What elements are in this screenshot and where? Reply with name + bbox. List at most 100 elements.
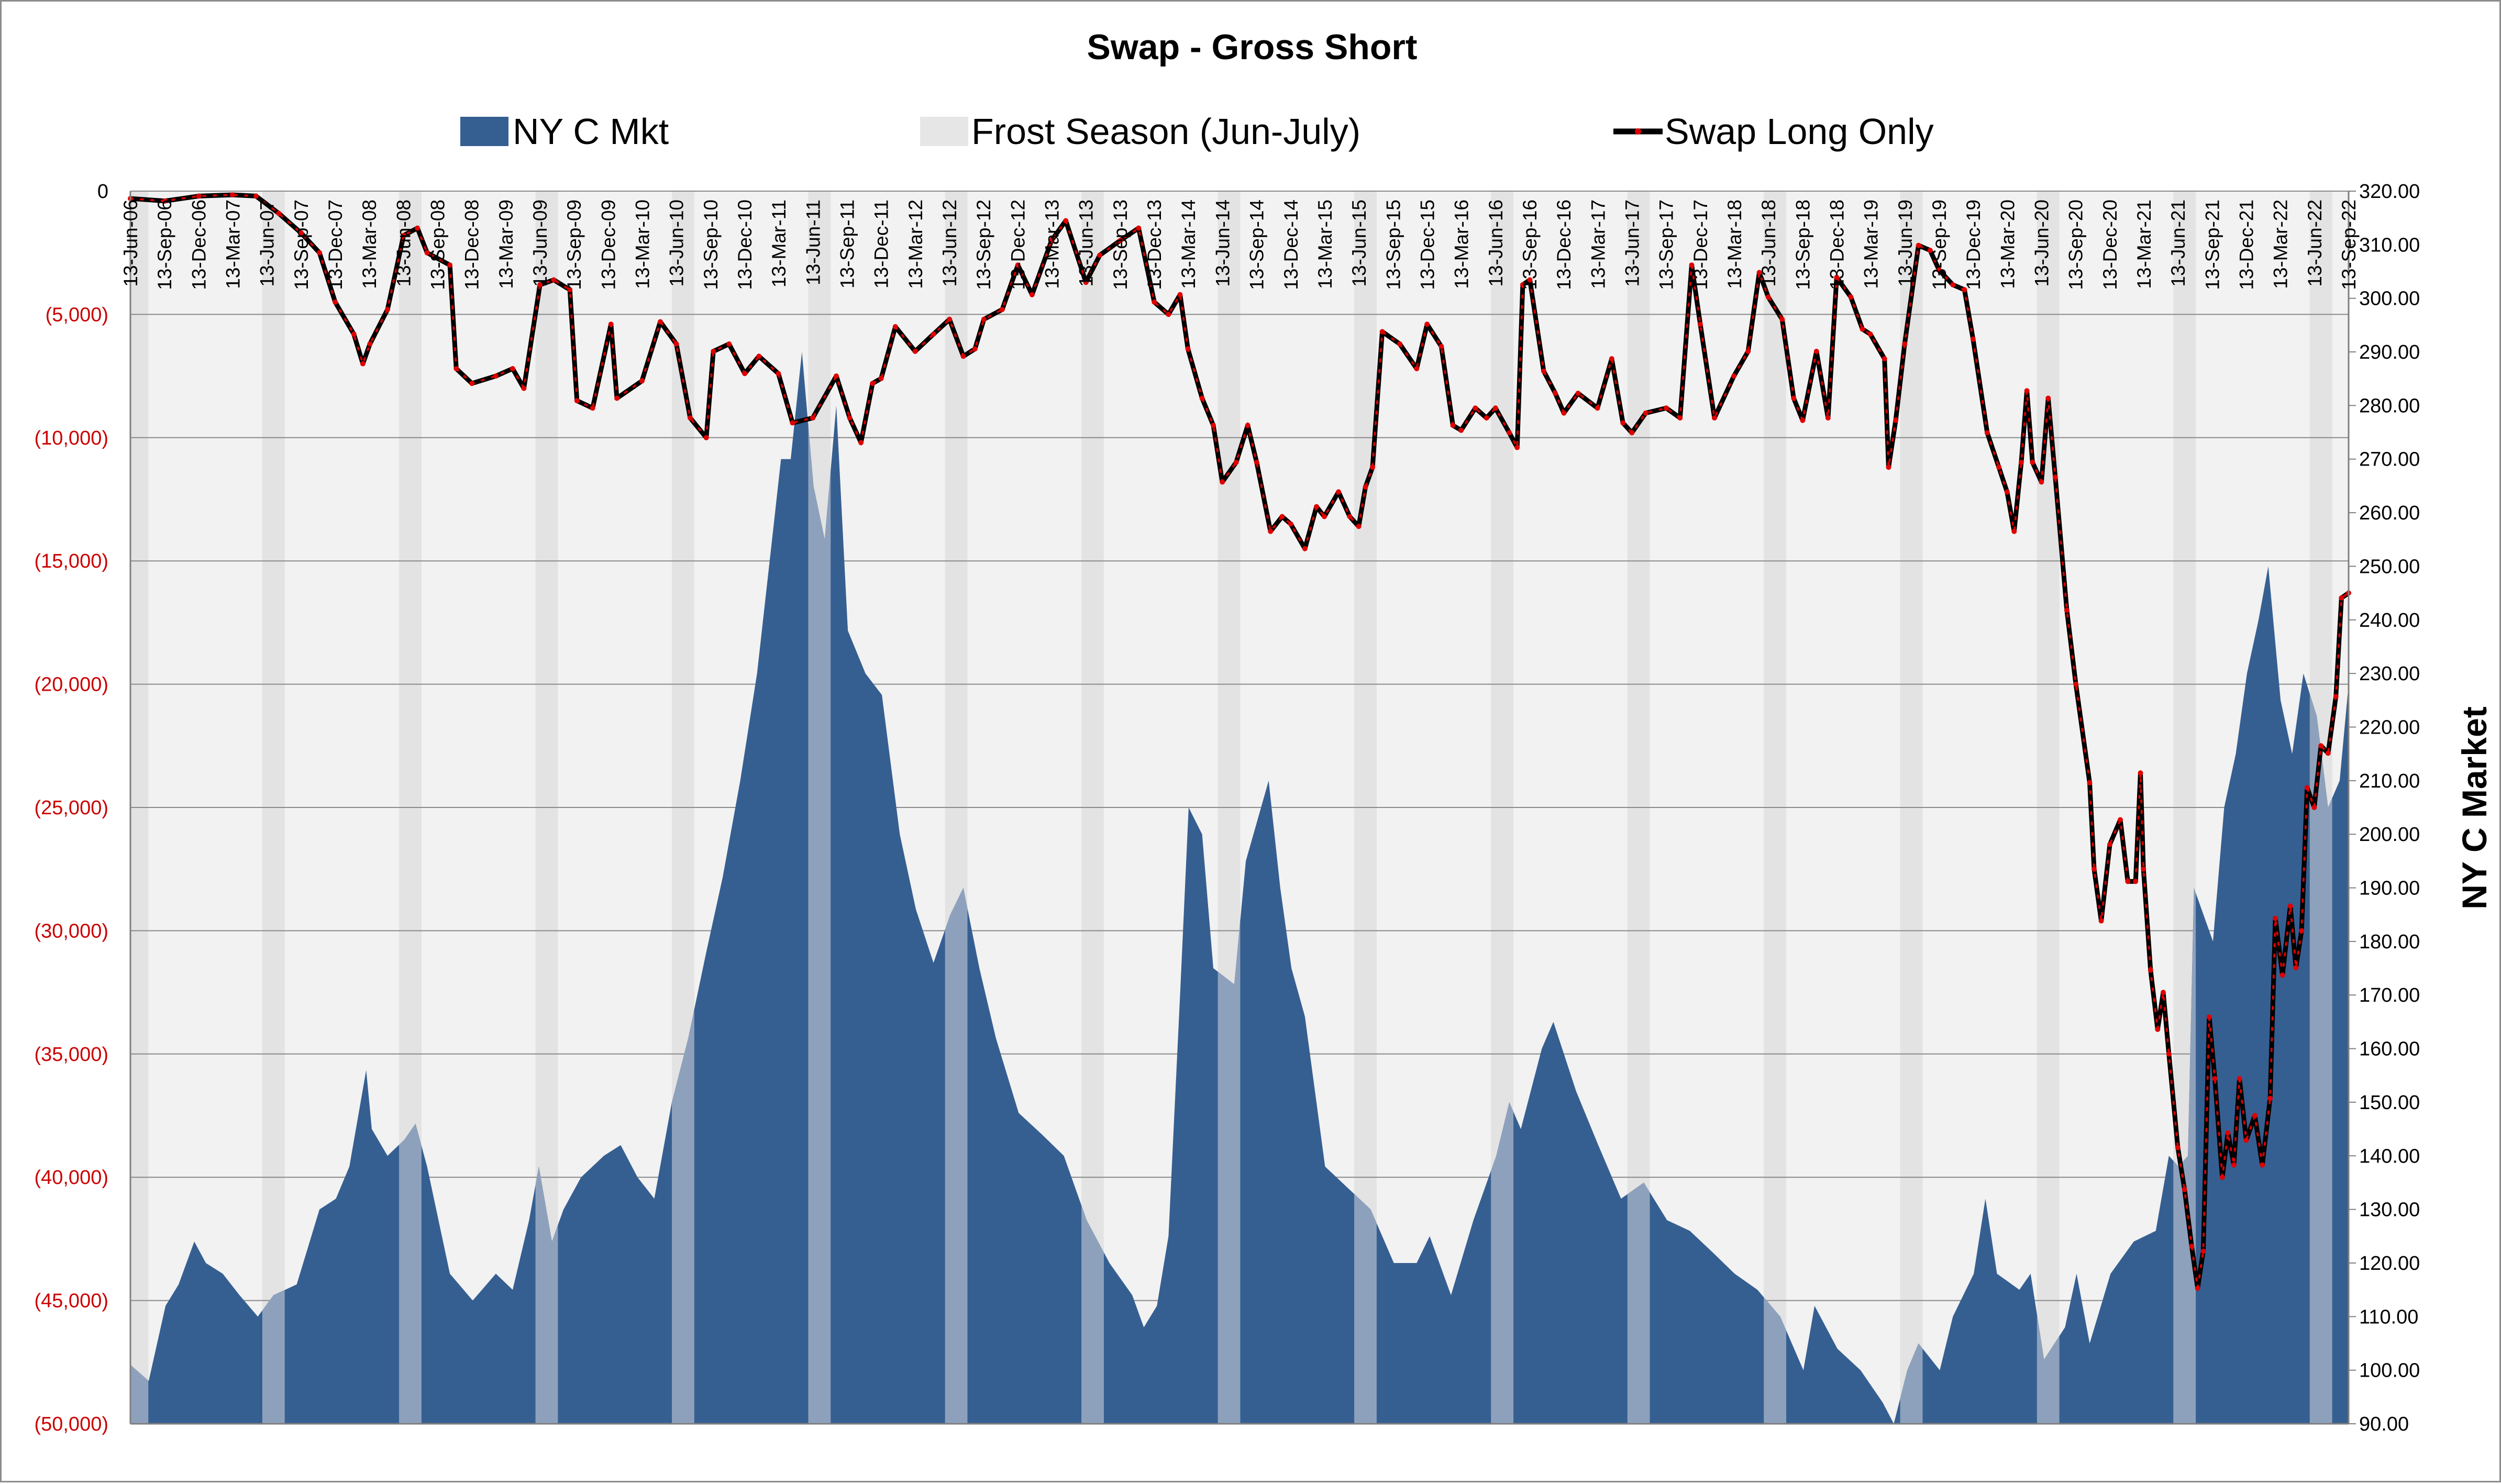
swap-long-only-point	[1800, 417, 1806, 423]
legend-swatch-ny-c-mkt	[460, 117, 508, 146]
swap-long-only-point	[2333, 694, 2339, 700]
swap-long-only-point	[590, 405, 595, 411]
legend-label-ny-c-mkt: NY C Mkt	[513, 111, 669, 152]
swap-long-only-point	[1245, 423, 1250, 428]
swap-long-only-point	[1177, 292, 1183, 297]
swap-long-only-point	[2052, 474, 2058, 480]
swap-long-only-point	[688, 415, 693, 421]
swap-long-only-point	[447, 262, 453, 268]
swap-long-only-point	[1553, 391, 1558, 396]
swap-long-only-point	[1347, 514, 1353, 519]
swap-long-only-point	[317, 250, 323, 256]
swap-long-only-point	[1779, 316, 1785, 322]
x-tick-label: 13-Sep-08	[427, 200, 449, 290]
y-right-tick-label: 180.00	[2359, 931, 2420, 953]
y-right-tick-label: 120.00	[2359, 1253, 2420, 1275]
x-tick-label: 13-Dec-17	[1690, 200, 1711, 290]
swap-long-only-point	[2098, 918, 2104, 924]
swap-long-only-point	[2231, 1162, 2237, 1168]
swap-long-only-point	[2325, 750, 2331, 756]
swap-long-only-point	[870, 381, 876, 386]
x-tick-label: 13-Sep-19	[1929, 200, 1950, 290]
swap-long-only-point	[1314, 504, 1319, 510]
swap-long-only-point	[1677, 415, 1683, 421]
swap-long-only-point	[878, 375, 884, 381]
y-right-tick-label: 210.00	[2359, 770, 2420, 792]
x-tick-label: 13-Jun-11	[802, 200, 824, 285]
swap-long-only-point	[253, 193, 259, 199]
swap-long-only-point	[1484, 415, 1489, 421]
x-tick-label: 13-Jun-21	[2167, 200, 2189, 287]
swap-long-only-point	[1166, 312, 1171, 317]
x-tick-label: 13-Mar-14	[1178, 200, 1199, 289]
swap-long-only-point	[276, 211, 282, 216]
y-left-tick-label: (25,000)	[34, 797, 108, 819]
swap-long-only-point	[776, 371, 781, 376]
swap-long-only-point	[2039, 479, 2044, 485]
swap-long-only-point	[1424, 322, 1430, 327]
swap-long-only-point	[726, 341, 732, 347]
x-tick-label: 13-Mar-10	[632, 200, 654, 289]
y-right-tick-label: 220.00	[2359, 716, 2420, 738]
swap-long-only-markers	[129, 194, 2350, 1289]
swap-long-only-point	[2125, 879, 2131, 884]
swap-long-only-point	[2004, 489, 2010, 495]
swap-long-only-point	[567, 287, 573, 293]
y-left-tick-label: 0	[97, 181, 108, 203]
swap-long-only-point	[574, 398, 580, 404]
x-tick-label: 13-Mar-15	[1314, 200, 1336, 289]
swap-long-only-point	[1152, 299, 1157, 305]
swap-long-only-point	[1288, 521, 1293, 527]
swap-long-only-point	[1697, 322, 1703, 327]
y-left-tick-label: (40,000)	[34, 1167, 108, 1189]
swap-long-only-point	[360, 361, 366, 367]
swap-long-only-point	[1185, 346, 1191, 352]
swap-long-only-point	[2287, 903, 2293, 909]
swap-long-only-point	[2155, 1026, 2161, 1032]
swap-long-only-point	[912, 349, 918, 354]
swap-long-only-point	[2273, 915, 2278, 921]
x-tick-label: 13-Sep-10	[700, 200, 722, 290]
swap-long-only-point	[2175, 1145, 2181, 1150]
swap-long-only-point	[2243, 1137, 2249, 1143]
x-tick-label: 13-Dec-11	[871, 200, 892, 289]
y-left-tick-label: (30,000)	[34, 920, 108, 942]
swap-long-only-point	[1527, 277, 1533, 283]
x-tick-label: 13-Jun-08	[393, 200, 414, 287]
x-tick-label: 13-Jun-10	[666, 200, 688, 287]
y-left-tick-label: (20,000)	[34, 674, 108, 696]
swap-long-only-point	[2011, 528, 2017, 534]
swap-long-only-point	[1514, 445, 1520, 450]
swap-long-only-point	[510, 366, 515, 371]
x-tick-label: 13-Dec-12	[1007, 200, 1028, 290]
swap-long-only-point	[1211, 423, 1216, 428]
swap-long-only-point	[2073, 681, 2079, 687]
y-right-tick-label: 90.00	[2359, 1413, 2409, 1435]
swap-long-only-point	[1199, 395, 1205, 401]
swap-long-only-point	[2260, 1162, 2265, 1168]
swap-long-only-point	[1029, 292, 1035, 297]
x-tick-label: 13-Jun-18	[1758, 200, 1779, 287]
swap-long-only-point	[1609, 356, 1614, 362]
swap-long-only-point	[551, 277, 557, 283]
swap-long-only-point	[2195, 1286, 2200, 1291]
swap-long-only-point	[2018, 459, 2024, 465]
swap-long-only-point	[1458, 427, 1464, 433]
swap-long-only-point	[1379, 329, 1385, 335]
x-tick-label: 13-Jun-12	[939, 200, 960, 287]
x-tick-label: 13-Dec-07	[325, 200, 346, 290]
x-tick-label: 13-Mar-21	[2133, 200, 2155, 289]
swap-long-only-point	[1015, 262, 1021, 268]
swap-long-only-point	[521, 385, 527, 391]
swap-long-only-point	[1984, 430, 1990, 436]
x-tick-label: 13-Mar-19	[1861, 200, 1882, 289]
x-tick-label: 13-Jun-22	[2304, 200, 2326, 287]
x-tick-label: 13-Dec-13	[1144, 200, 1165, 290]
x-tick-label: 13-Sep-07	[291, 200, 312, 290]
y-right-tick-label: 140.00	[2359, 1145, 2420, 1167]
swap-long-only-point	[858, 440, 864, 446]
swap-long-only-point	[1765, 294, 1771, 300]
y-right-axis-ticks: 320.00 310.00 300.00 290.00 280.00 270.00 260.…	[2349, 181, 2420, 1435]
